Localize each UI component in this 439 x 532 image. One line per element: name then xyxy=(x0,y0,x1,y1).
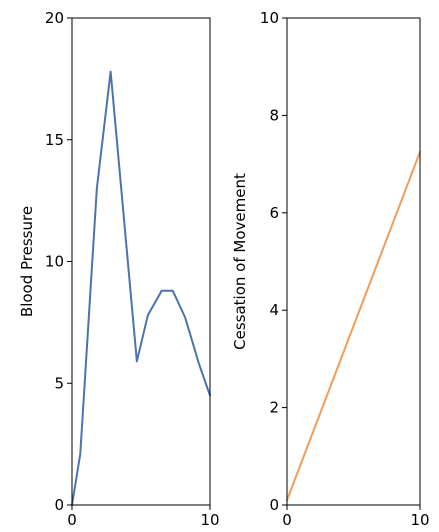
plot-frame xyxy=(286,17,421,506)
series-line-1-0 xyxy=(286,150,421,502)
y-tick-label: 0 xyxy=(54,496,64,514)
x-tick-label: 10 xyxy=(410,511,429,529)
series-line-0-0 xyxy=(71,70,211,506)
y-tick-label: 8 xyxy=(269,106,279,124)
x-tick-label: 10 xyxy=(200,511,219,529)
y-tick-label: 2 xyxy=(269,399,279,417)
y-tick-label: 6 xyxy=(269,204,279,222)
y-tick-label: 20 xyxy=(45,9,64,27)
blood-pressure-panel: 0 5 10 15 20 0 10 Blood Pressure xyxy=(18,9,220,529)
x-tick-label: 0 xyxy=(282,511,292,529)
y-tick-label: 5 xyxy=(54,374,64,392)
y-tick-label: 10 xyxy=(45,253,64,271)
y-tick-label: 0 xyxy=(269,496,279,514)
y-tick-label: 4 xyxy=(269,301,279,319)
y-axis-title: Blood Pressure xyxy=(18,206,36,317)
y-tick-label: 10 xyxy=(260,9,279,27)
y-axis-title: Cessation of Movement xyxy=(231,173,249,350)
cessation-of-movement-panel: 0 2 4 6 8 10 0 10 Cessation of Movement xyxy=(231,9,430,529)
y-tick-label: 15 xyxy=(45,131,64,149)
x-tick-label: 0 xyxy=(67,511,77,529)
